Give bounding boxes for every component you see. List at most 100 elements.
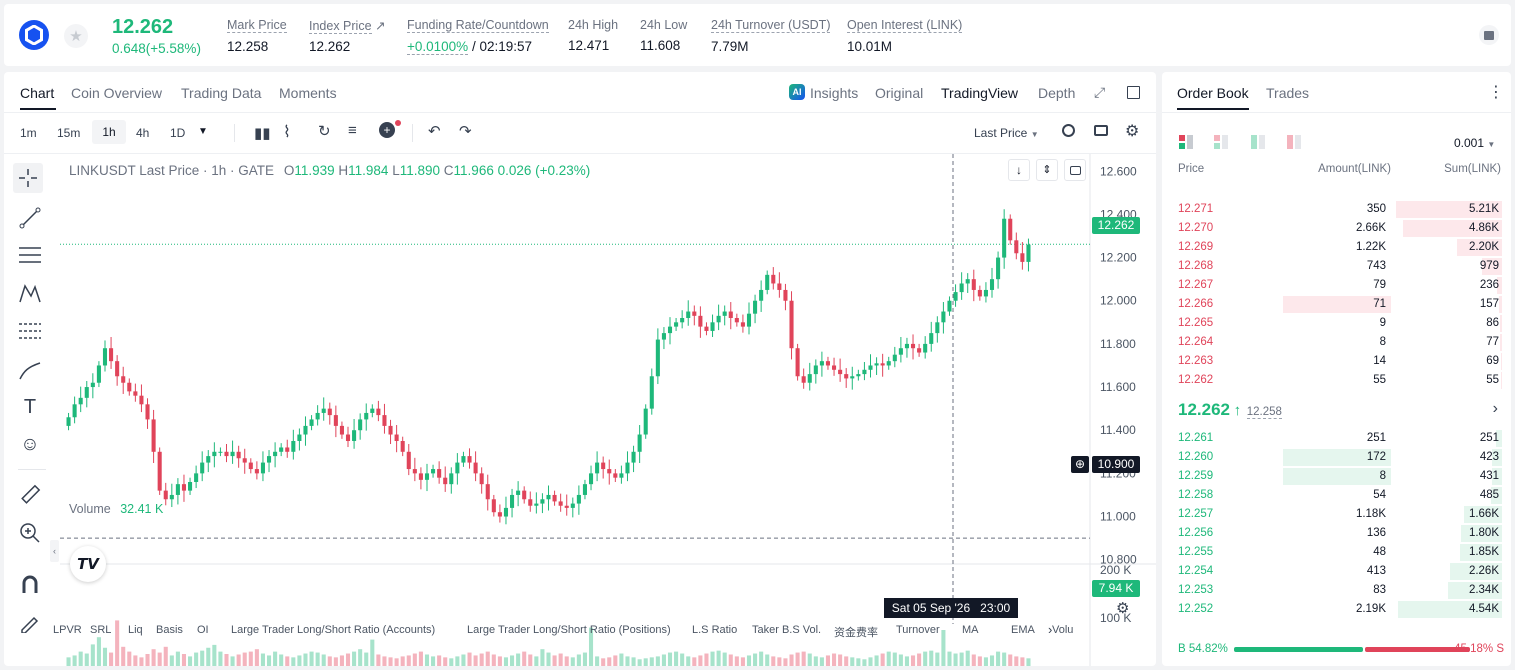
bid-row[interactable]: 12.257 1.18K 1.66K xyxy=(1162,505,1511,524)
volume-bar xyxy=(704,653,709,666)
timeframe-4h[interactable]: 4h xyxy=(136,126,150,140)
tab-original[interactable]: Original xyxy=(875,85,924,101)
volume-bar xyxy=(777,657,782,666)
bid-row[interactable]: 12.256 136 1.80K xyxy=(1162,524,1511,543)
favorite-star-icon[interactable]: ★ xyxy=(64,24,88,48)
trend-line-icon[interactable] xyxy=(15,203,45,233)
bid-row[interactable]: 12.254 413 2.26K xyxy=(1162,562,1511,581)
tab-chart[interactable]: Chart xyxy=(20,85,55,101)
tab-moments[interactable]: Moments xyxy=(279,85,337,101)
candle xyxy=(449,473,454,485)
indicator-toggle[interactable]: OI xyxy=(197,624,209,636)
bid-row[interactable]: 12.260 172 423 xyxy=(1162,448,1511,467)
candle xyxy=(686,311,691,318)
timeframe-1d[interactable]: 1D xyxy=(170,126,186,140)
ask-row[interactable]: 12.271 350 5.21K xyxy=(1162,200,1511,219)
bid-row[interactable]: 12.261 251 251 xyxy=(1162,429,1511,448)
ask-row[interactable]: 12.262 55 55 xyxy=(1162,371,1511,390)
bid-row[interactable]: 12.255 48 1.85K xyxy=(1162,543,1511,562)
bid-row[interactable]: 12.258 54 485 xyxy=(1162,486,1511,505)
scroll-down-icon[interactable]: ↓ xyxy=(1008,159,1030,181)
ask-row[interactable]: 12.266 71 157 xyxy=(1162,295,1511,314)
ask-row[interactable]: 12.268 743 979 xyxy=(1162,257,1511,276)
mid-price-row[interactable]: 12.262 ↑ 12.258 › xyxy=(1178,400,1498,422)
ask-row[interactable]: 12.264 8 77 xyxy=(1162,333,1511,352)
view-both-icon[interactable] xyxy=(1179,135,1194,149)
replay-icon[interactable]: ↻ xyxy=(318,123,331,140)
indicator-toggle[interactable]: MA xyxy=(962,624,979,636)
templates-icon[interactable]: ≡ xyxy=(348,122,357,139)
collapse-icon[interactable]: ⇕ xyxy=(1036,159,1058,181)
indicators-icon[interactable]: ⌇ xyxy=(283,124,291,141)
precision-select[interactable]: 0.001 ▼ xyxy=(1454,136,1496,150)
indicator-toggle[interactable]: Large Trader Long/Short Ratio (Accounts) xyxy=(231,624,436,636)
tab-tradingview[interactable]: TradingView xyxy=(941,85,1019,101)
bid-row[interactable]: 12.252 2.19K 4.54K xyxy=(1162,600,1511,619)
indicator-toggle[interactable]: 资金费率 xyxy=(834,627,878,639)
timeframe-1m[interactable]: 1m xyxy=(20,126,37,140)
tab-trading-data[interactable]: Trading Data xyxy=(181,85,262,101)
add-alert-icon[interactable]: + xyxy=(379,122,395,138)
add-order-plus-icon[interactable]: ⊕ xyxy=(1071,456,1089,473)
timeframe-15m[interactable]: 15m xyxy=(57,126,81,140)
view-mixed-icon[interactable] xyxy=(1214,135,1229,149)
candle-type-icon[interactable]: ▮▮ xyxy=(254,125,271,142)
text-tool-icon[interactable]: T xyxy=(23,395,37,418)
indicator-toggle[interactable]: Turnover xyxy=(896,624,940,636)
more-options-icon[interactable]: ⋮ xyxy=(1488,84,1504,101)
camera-icon[interactable] xyxy=(1094,125,1108,136)
search-icon[interactable] xyxy=(1062,124,1075,137)
redo-icon[interactable]: ↷ xyxy=(459,123,472,140)
fib-icon[interactable] xyxy=(15,316,45,346)
ruler-icon[interactable] xyxy=(15,480,45,510)
indicator-toggle[interactable]: L.S Ratio xyxy=(692,624,738,636)
crosshair-icon[interactable] xyxy=(13,163,43,193)
view-asks-icon[interactable] xyxy=(1287,135,1302,149)
settings-gear-icon[interactable]: ⚙ xyxy=(1125,123,1140,140)
indicator-toggle[interactable]: Basis xyxy=(156,624,183,636)
zoom-in-icon[interactable] xyxy=(15,518,45,548)
indicator-scroll-right-icon[interactable]: › xyxy=(1048,622,1053,637)
stat-index-price[interactable]: Index Price ↗ 12.262 xyxy=(309,19,386,54)
undo-icon[interactable]: ↶ xyxy=(428,123,441,140)
indicator-toggle[interactable]: EMA xyxy=(1011,624,1035,636)
timeframe-1h[interactable]: 1h xyxy=(92,120,126,144)
tab-trades[interactable]: Trades xyxy=(1266,85,1310,101)
indicator-bar: LPVR SRL Liq Basis OI Large Trader Long/Short… xyxy=(49,624,1109,642)
chart-settings-icon[interactable]: ⚙ xyxy=(1116,600,1130,617)
book-icon[interactable] xyxy=(1479,25,1499,45)
bid-row[interactable]: 12.259 8 431 xyxy=(1162,467,1511,486)
pencil-lock-icon[interactable] xyxy=(15,607,45,637)
indicator-toggle[interactable]: Liq xyxy=(128,624,143,636)
horizontal-lines-icon[interactable] xyxy=(15,240,45,270)
fit-screen-icon[interactable] xyxy=(1064,159,1086,181)
ask-row[interactable]: 12.270 2.66K 4.86K xyxy=(1162,219,1511,238)
collapse-toolbar-handle[interactable]: ‹ xyxy=(50,540,59,562)
view-bids-icon[interactable] xyxy=(1251,135,1266,149)
indicator-toggle[interactable]: Taker B.S Vol. xyxy=(752,624,822,636)
brush-icon[interactable] xyxy=(15,355,45,385)
indicator-toggle[interactable]: LPVR xyxy=(53,624,82,636)
ask-row[interactable]: 12.267 79 236 xyxy=(1162,276,1511,295)
candlestick-chart[interactable]: 12.60012.40012.20012.00011.80011.60011.4… xyxy=(60,154,1156,666)
price-type-select[interactable]: Last Price ▼ xyxy=(974,126,1039,140)
ask-row[interactable]: 12.265 9 86 xyxy=(1162,314,1511,333)
tab-depth[interactable]: Depth xyxy=(1038,85,1076,101)
volume-bar xyxy=(406,655,411,666)
indicator-toggle[interactable]: Large Trader Long/Short Ratio (Positions… xyxy=(467,624,671,636)
expand-icon[interactable]: ⤢ xyxy=(1094,84,1106,100)
magnet-icon[interactable] xyxy=(15,569,45,599)
ask-row[interactable]: 12.263 14 69 xyxy=(1162,352,1511,371)
emoji-icon[interactable]: ☺ xyxy=(20,434,40,455)
tab-order-book[interactable]: Order Book xyxy=(1177,85,1249,101)
timeframe-dropdown-icon[interactable]: ▼ xyxy=(198,126,208,137)
indicator-toggle[interactable]: Volu xyxy=(1052,624,1074,636)
pattern-icon[interactable] xyxy=(15,278,45,308)
tradingview-logo[interactable]: 𝙏𝙑 xyxy=(70,546,106,582)
indicator-toggle[interactable]: SRL xyxy=(90,624,112,636)
window-icon[interactable] xyxy=(1127,86,1140,99)
tab-insights[interactable]: Insights xyxy=(810,85,859,101)
tab-coin-overview[interactable]: Coin Overview xyxy=(71,85,163,101)
bid-row[interactable]: 12.253 83 2.34K xyxy=(1162,581,1511,600)
ask-row[interactable]: 12.269 1.22K 2.20K xyxy=(1162,238,1511,257)
